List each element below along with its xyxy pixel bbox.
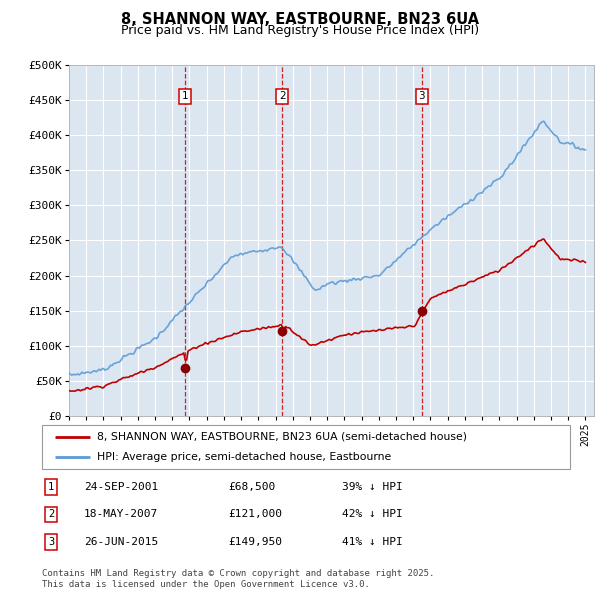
Text: 1: 1 — [48, 482, 54, 491]
Text: 2: 2 — [48, 510, 54, 519]
Text: 39% ↓ HPI: 39% ↓ HPI — [342, 482, 403, 491]
Text: 2: 2 — [279, 91, 286, 101]
Text: HPI: Average price, semi-detached house, Eastbourne: HPI: Average price, semi-detached house,… — [97, 452, 392, 462]
Text: 24-SEP-2001: 24-SEP-2001 — [84, 482, 158, 491]
Text: 8, SHANNON WAY, EASTBOURNE, BN23 6UA: 8, SHANNON WAY, EASTBOURNE, BN23 6UA — [121, 12, 479, 27]
Text: 18-MAY-2007: 18-MAY-2007 — [84, 510, 158, 519]
Text: 26-JUN-2015: 26-JUN-2015 — [84, 537, 158, 547]
Text: 3: 3 — [48, 537, 54, 547]
Text: 8, SHANNON WAY, EASTBOURNE, BN23 6UA (semi-detached house): 8, SHANNON WAY, EASTBOURNE, BN23 6UA (se… — [97, 432, 467, 442]
Text: Price paid vs. HM Land Registry's House Price Index (HPI): Price paid vs. HM Land Registry's House … — [121, 24, 479, 37]
Text: £149,950: £149,950 — [228, 537, 282, 547]
Text: £68,500: £68,500 — [228, 482, 275, 491]
Text: 42% ↓ HPI: 42% ↓ HPI — [342, 510, 403, 519]
Text: 1: 1 — [182, 91, 188, 101]
Text: 3: 3 — [418, 91, 425, 101]
Text: 41% ↓ HPI: 41% ↓ HPI — [342, 537, 403, 547]
Text: Contains HM Land Registry data © Crown copyright and database right 2025.
This d: Contains HM Land Registry data © Crown c… — [42, 569, 434, 589]
Text: £121,000: £121,000 — [228, 510, 282, 519]
FancyBboxPatch shape — [42, 425, 570, 469]
